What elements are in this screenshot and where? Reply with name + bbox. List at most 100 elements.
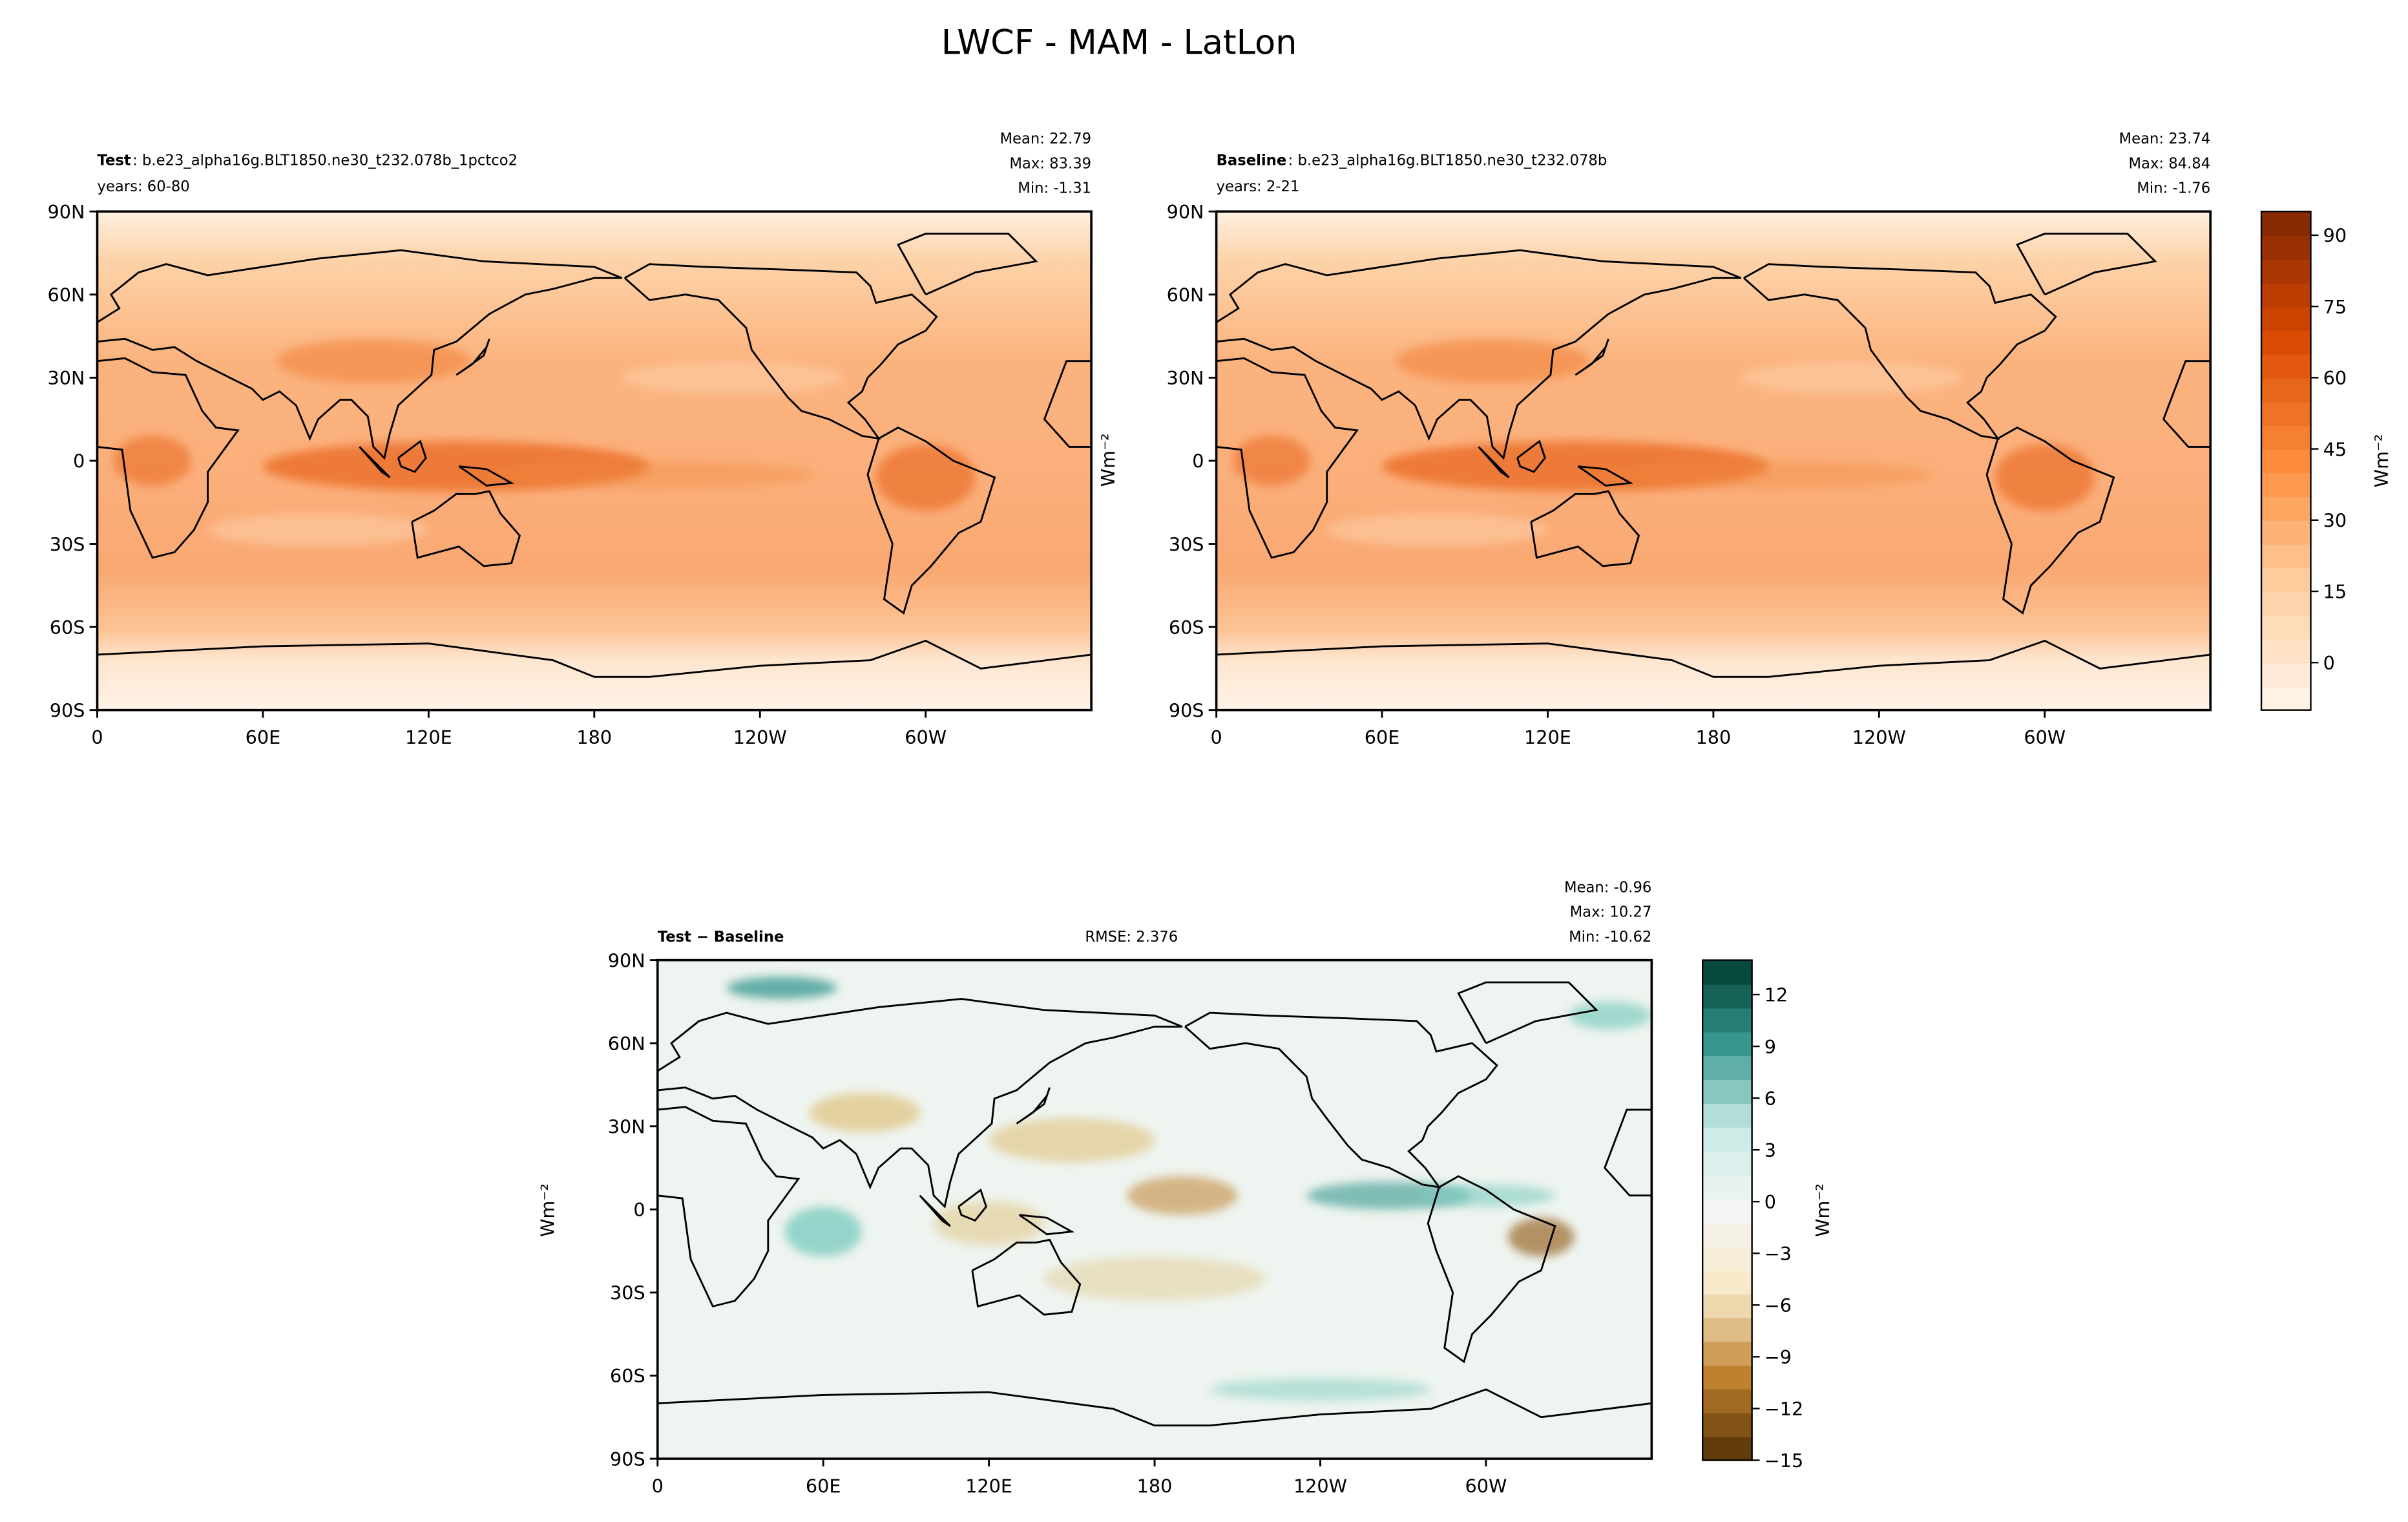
field-feature <box>483 460 815 489</box>
panel-stat: Min: -10.62 <box>1569 929 1651 946</box>
coastline <box>397 439 427 473</box>
colorbar-band <box>1702 1174 1752 1200</box>
colorbar-band <box>1702 1388 1752 1413</box>
y-tick-label: 0 <box>1192 450 1204 472</box>
panel-rmse: RMSE: 2.376 <box>1085 929 1178 946</box>
colorbar-tick-label: −3 <box>1764 1243 1792 1265</box>
coastline <box>1577 465 1634 487</box>
panel-stat: Max: 84.84 <box>2128 155 2210 172</box>
colorbar-band <box>2261 449 2311 474</box>
coastline <box>1043 360 1092 448</box>
colorbar-band <box>1702 1317 1752 1342</box>
panel-stat: Min: -1.31 <box>1018 180 1091 197</box>
coastline <box>2016 233 2157 296</box>
y-tick-label: 60S <box>1169 617 1204 639</box>
x-tick-label: 120E <box>405 726 452 748</box>
colorbar-band <box>2261 377 2311 403</box>
coastline <box>1604 1108 1652 1197</box>
coastline <box>1016 1087 1051 1125</box>
x-tick-label: 120W <box>1293 1475 1347 1497</box>
field-feature <box>1233 436 1310 486</box>
colorbar-tick-label: −6 <box>1764 1295 1792 1316</box>
y-tick-label: 0 <box>633 1199 645 1221</box>
colorbar-band <box>1702 1198 1752 1223</box>
colorbar-band <box>2261 235 2311 260</box>
y-tick-label: 30S <box>610 1282 645 1304</box>
colorbar-band <box>2261 662 2311 688</box>
field-feature <box>1306 1181 1472 1210</box>
field-feature <box>1044 1256 1266 1301</box>
colorbar-band <box>1702 1126 1752 1152</box>
field-feature <box>1994 444 2095 511</box>
coastline <box>2162 360 2211 448</box>
coastline <box>866 426 996 615</box>
colorbar-band <box>2261 639 2311 664</box>
coastline <box>1985 426 2115 615</box>
panel-stat: Min: -1.76 <box>2137 180 2210 197</box>
colorbar-band <box>1702 1103 1752 1128</box>
coastline <box>1216 249 1742 460</box>
colorbar-band <box>2261 472 2311 498</box>
panel-years: years: 60-80 <box>98 178 190 195</box>
y-tick-label: 60S <box>610 1365 645 1387</box>
x-tick-label: 120E <box>1524 726 1571 748</box>
field-feature <box>622 361 843 395</box>
coastline <box>97 357 240 559</box>
colorbar-frame <box>2260 211 2312 711</box>
colorbar-band <box>1702 1293 1752 1318</box>
coastline <box>896 233 1038 296</box>
figure-title: LWCF - MAM - LatLon <box>941 23 1297 63</box>
colorbar-band <box>1702 984 1752 1009</box>
colorbar-frame <box>1701 959 1753 1461</box>
coastline <box>1216 639 2211 678</box>
field-feature <box>1569 1001 1652 1030</box>
colorbar-tick-label: 75 <box>2323 296 2347 318</box>
y-tick-label: 60N <box>608 1033 645 1055</box>
x-tick-label: 180 <box>1696 726 1732 748</box>
colorbar-band <box>2261 354 2311 379</box>
colorbar-tick-label: 45 <box>2323 438 2347 460</box>
panel-years: years: 2-21 <box>1217 178 1300 195</box>
x-tick-label: 60W <box>905 726 947 748</box>
colorbar-band <box>1702 1008 1752 1033</box>
panel-subtitle: : b.e23_alpha16g.BLT1850.ne30_t232.078b_… <box>132 153 518 169</box>
colorbar-band <box>1702 1031 1752 1057</box>
panel-stat: Mean: 23.74 <box>2119 131 2211 147</box>
colorbar-band <box>1702 1079 1752 1104</box>
y-tick-label: 90S <box>1169 699 1204 721</box>
field-feature <box>934 1201 1045 1246</box>
colorbar-band <box>2261 520 2311 545</box>
field-feature <box>1396 339 1589 383</box>
y-tick-label: 30S <box>1169 533 1204 555</box>
field-feature <box>207 513 429 547</box>
coastline <box>1478 446 1510 478</box>
colorbar-band <box>2261 496 2311 521</box>
x-tick-label: 180 <box>1137 1475 1173 1497</box>
colorbar-band <box>2261 282 2311 308</box>
coastline <box>1427 1175 1556 1364</box>
x-tick-label: 120W <box>733 726 787 748</box>
x-tick-label: 60E <box>246 726 281 748</box>
colorbar-band <box>2261 330 2311 355</box>
coastline <box>958 1188 988 1222</box>
colorbar-tick-label: 0 <box>1764 1191 1776 1213</box>
panel-title: Baseline <box>1217 153 1287 169</box>
colorbar-band <box>1702 1269 1752 1295</box>
colorbar-band <box>1702 1365 1752 1390</box>
field-feature <box>262 441 650 492</box>
x-tick-label: 180 <box>576 726 612 748</box>
colorbar-band <box>2261 401 2311 427</box>
colorbar-band <box>1702 1341 1752 1366</box>
colorbar-tick-label: 90 <box>2323 225 2347 247</box>
x-tick-label: 60E <box>806 1475 841 1497</box>
x-tick-label: 60W <box>2024 726 2066 748</box>
x-tick-label: 0 <box>652 1475 664 1497</box>
y-axis-label: Wm⁻² <box>537 1183 559 1237</box>
field-feature <box>1326 513 1548 547</box>
colorbar-band <box>1702 1436 1752 1461</box>
y-tick-label: 30N <box>608 1116 645 1138</box>
panel-title: Test − Baseline <box>658 929 784 946</box>
colorbar-band <box>1702 1245 1752 1271</box>
coastline <box>1018 1214 1075 1236</box>
